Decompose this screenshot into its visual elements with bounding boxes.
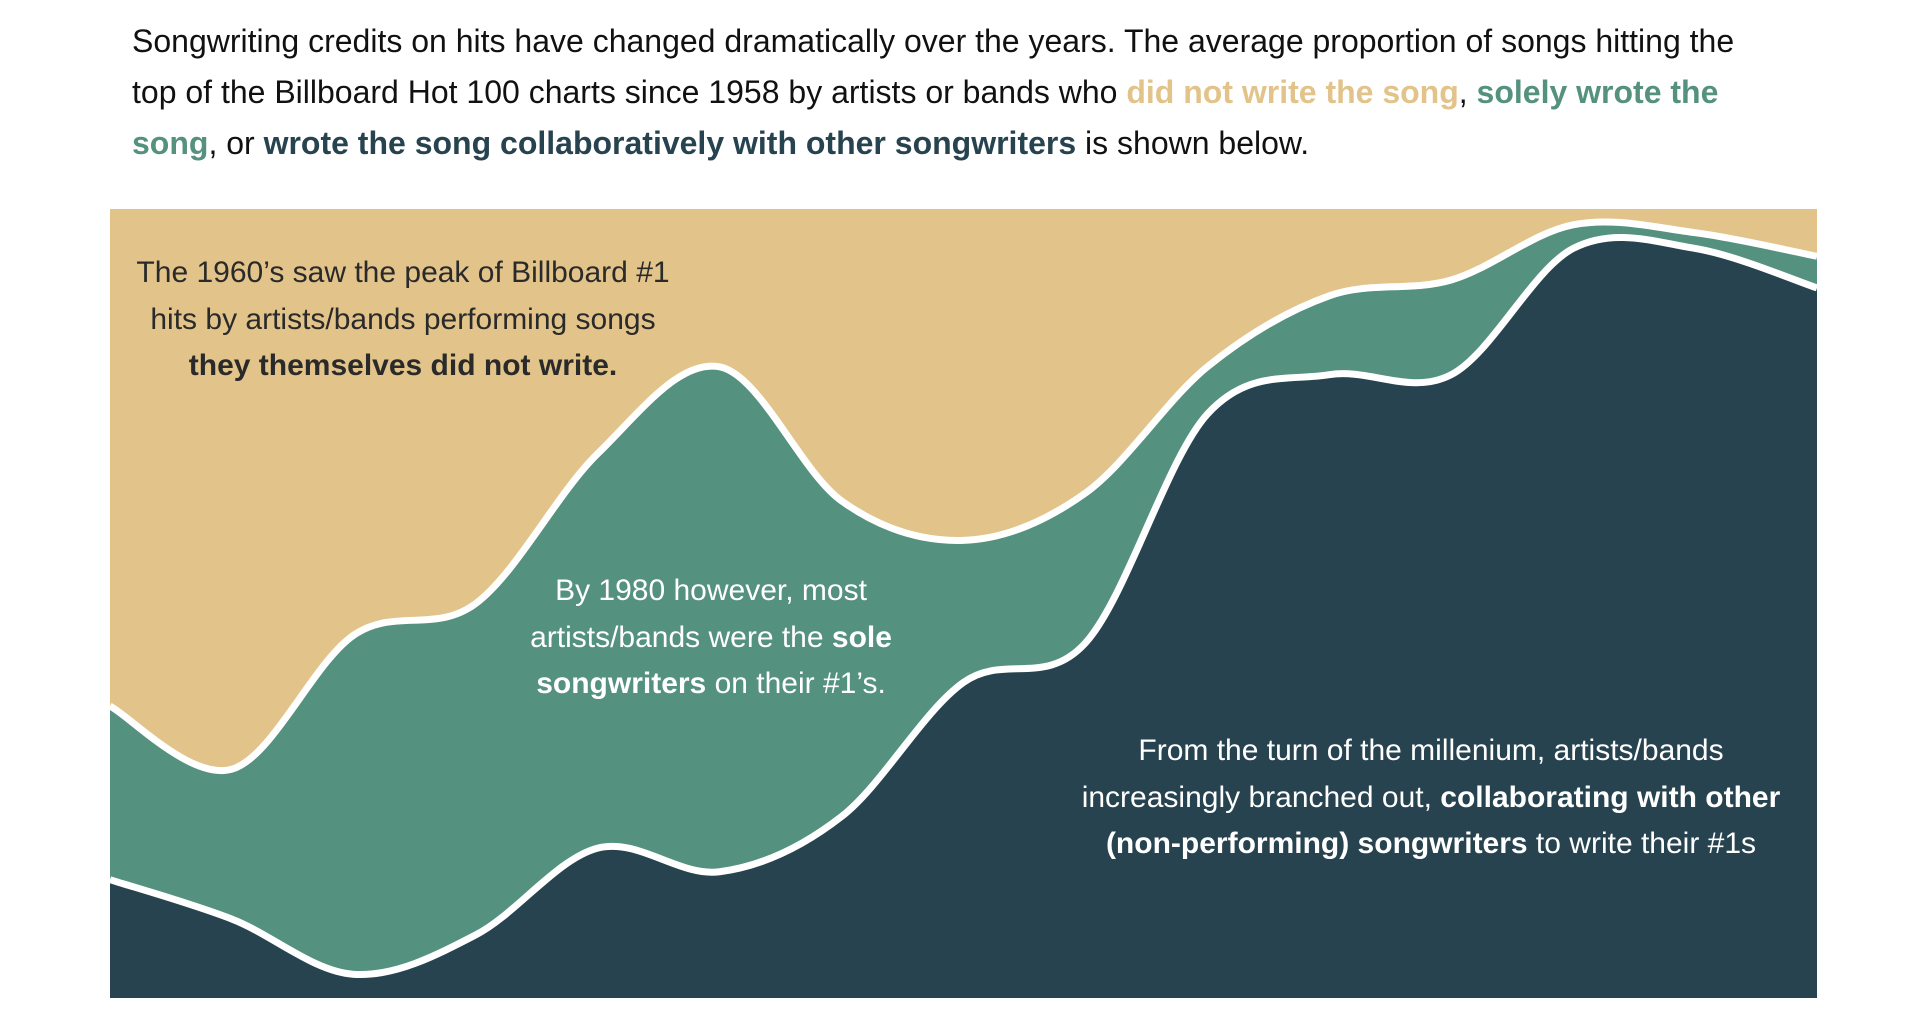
- annotation-text: sole: [831, 620, 892, 654]
- annotation-line: songwriters on their #1’s.: [530, 661, 892, 708]
- annotation-text: on their #1’s.: [706, 667, 886, 700]
- annotation-text: artists/bands were the: [530, 620, 832, 654]
- annotation: From the turn of the millenium, artists/…: [1082, 728, 1781, 868]
- annotation-text: From the turn of the millenium, artists/…: [1138, 734, 1724, 767]
- area: [110, 209, 1817, 771]
- annotation-line: By 1980 however, most: [530, 568, 892, 615]
- area: [110, 221, 1817, 975]
- annotation-line: increasingly branched out, collaborating…: [1082, 775, 1781, 822]
- annotation-line: they themselves did not write.: [136, 343, 669, 390]
- annotation-line: The 1960’s saw the peak of Billboard #1: [136, 250, 669, 297]
- boundary-line: [108, 234, 1819, 979]
- annotation-text: By 1980 however, most: [555, 574, 867, 607]
- description-text: is shown below.: [1076, 125, 1310, 161]
- annotation-text: increasingly branched out,: [1081, 780, 1441, 814]
- annotation-line: hits by artists/bands performing songs: [136, 297, 669, 344]
- annotation-text: to write their #1s: [1527, 827, 1757, 860]
- annotation-text: (non-performing) songwriters: [1105, 827, 1528, 860]
- legend-entry: wrote the song collaboratively with othe…: [263, 125, 1077, 161]
- description-text: , or: [208, 125, 264, 161]
- annotation-text: songwriters: [536, 667, 707, 700]
- annotation-text: hits by artists/bands performing songs: [150, 302, 656, 336]
- annotation: The 1960’s saw the peak of Billboard #1 h…: [136, 250, 669, 390]
- area: [110, 237, 1817, 999]
- annotation-text: they themselves did not write.: [188, 349, 618, 382]
- annotation-text: The 1960’s saw the peak of Billboard #1: [136, 256, 670, 289]
- legend-entry: did not write the song: [1126, 74, 1459, 110]
- description-text: Songwriting credits on hits have changed…: [132, 23, 1735, 110]
- boundary-line: [108, 218, 1818, 775]
- legend-entry: solely wrote the song: [132, 74, 1719, 161]
- annotation: By 1980 however, most artists/bands were …: [530, 568, 892, 708]
- description: Songwriting credits on hits have changed…: [132, 16, 1772, 169]
- annotation-text: collaborating with other: [1440, 780, 1781, 814]
- annotation-line: From the turn of the millenium, artists/…: [1082, 728, 1781, 775]
- annotation-line: artists/bands were the sole: [530, 615, 892, 662]
- description-text: ,: [1458, 74, 1477, 110]
- annotation-line: (non-performing) songwriters to write th…: [1082, 821, 1781, 868]
